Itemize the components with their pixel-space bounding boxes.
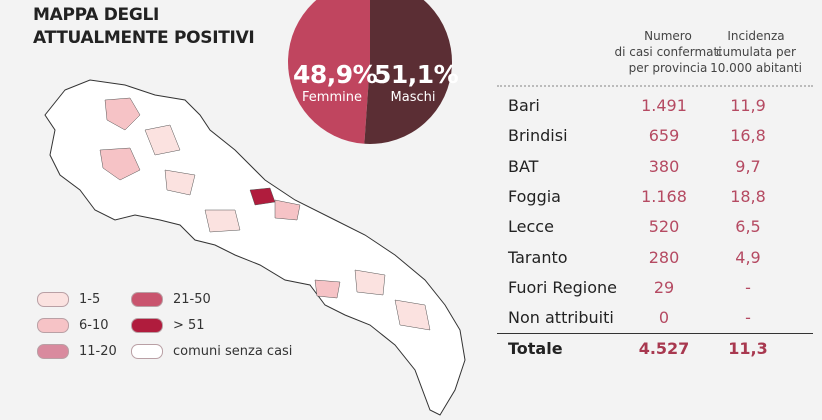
legend-swatch: [37, 344, 69, 359]
gender-pie: [288, 0, 452, 144]
legend-item: 6-10: [37, 318, 109, 333]
total-row: Totale 4.527 11,3: [508, 339, 768, 358]
table-row: Brindisi 659 16,8: [508, 126, 766, 146]
legend-item: 11-20: [37, 344, 117, 359]
header-cases: Numero di casi confermati per provincia: [614, 29, 722, 75]
legend-item: > 51: [131, 318, 205, 333]
legend-swatch: [131, 292, 163, 307]
female-label: 48,9% Femmine: [293, 60, 378, 105]
header-incidence: Incidenza cumulata per 10.000 abitanti: [710, 29, 802, 75]
legend-item: comuni senza casi: [131, 344, 292, 359]
table-row: Fuori Regione 29-: [508, 277, 751, 297]
legend-item: 1-5: [37, 292, 100, 307]
legend-item: 21-50: [131, 292, 211, 307]
pie-slice-male: [364, 0, 452, 144]
table-row: BAT 380 9,7: [508, 156, 761, 176]
page-title: MAPPA DEGLI ATTUALMENTE POSITIVI: [33, 5, 255, 48]
table-row: Bari 1.491 11,9: [508, 96, 766, 115]
table-row: Lecce 520 6,5: [508, 217, 761, 237]
male-label: 51,1% Maschi: [374, 60, 459, 105]
legend-swatch: [131, 318, 163, 333]
puglia-map: [44, 79, 466, 416]
table-row: Foggia 1.168 18,8: [508, 186, 766, 206]
header-divider: [497, 85, 813, 87]
table-row: Non attribuiti 0-: [508, 308, 751, 328]
legend-swatch: [131, 344, 163, 359]
total-divider: [497, 333, 813, 334]
legend-swatch: [37, 318, 69, 333]
legend-swatch: [37, 292, 69, 307]
region-outline: [44, 79, 466, 416]
table-row: Taranto 280 4,9: [508, 247, 761, 267]
pie-slice-female: [288, 0, 370, 144]
